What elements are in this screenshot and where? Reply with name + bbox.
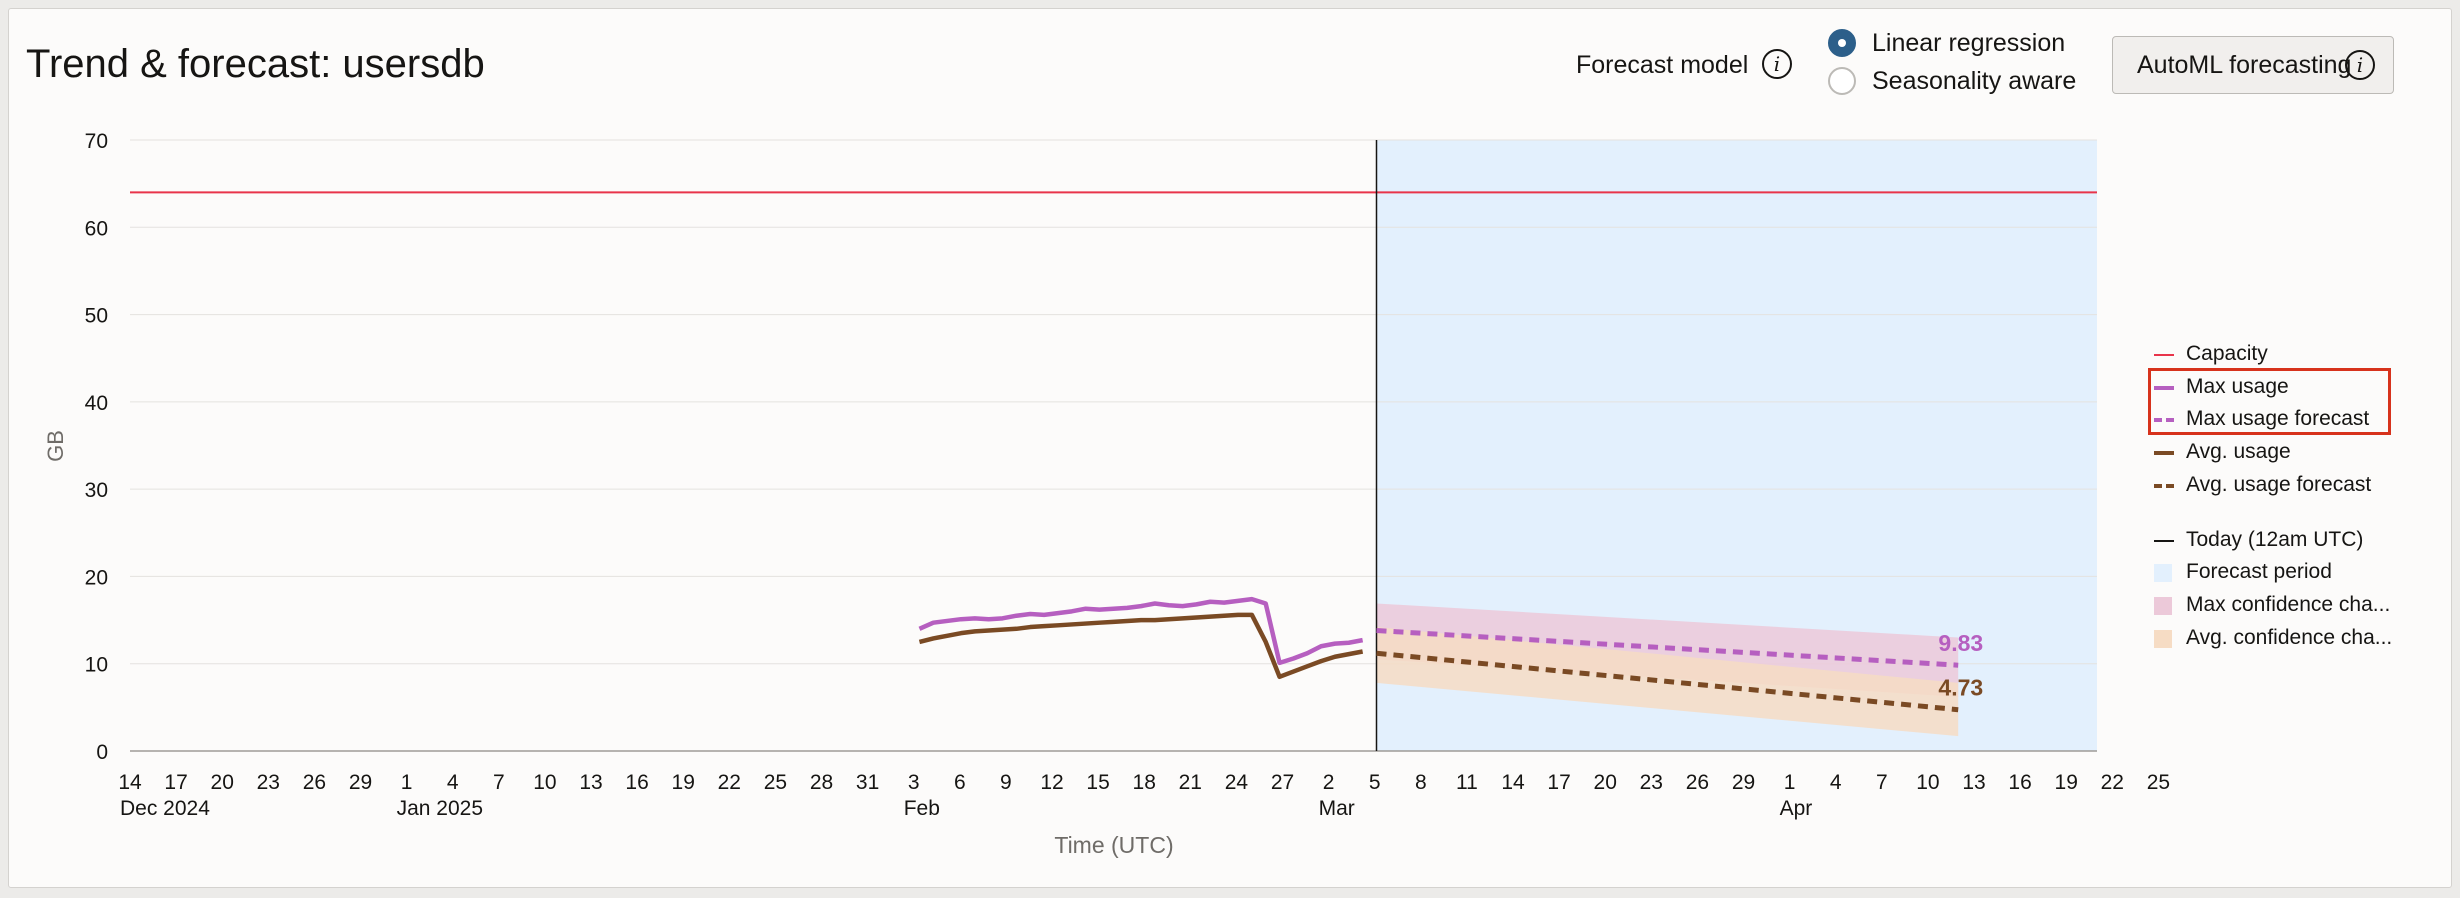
legend-label: Max usage — [2186, 374, 2289, 398]
legend-swatch — [2154, 539, 2174, 542]
y-tick-label: 40 — [85, 392, 108, 415]
x-tick-label: 25 — [764, 771, 787, 794]
x-tick-label: 1 — [1784, 771, 1796, 794]
x-tick-label: 14 — [118, 771, 142, 794]
radio-linear-regression-label: Linear regression — [1872, 29, 2066, 57]
x-tick-label: 26 — [1686, 771, 1709, 794]
automl-forecasting-label: AutoML forecasting — [2137, 50, 2352, 79]
legend-highlight-box — [2148, 368, 2391, 435]
x-tick-label: 19 — [672, 771, 695, 794]
radio-seasonality-aware[interactable]: Seasonality aware — [1828, 66, 2076, 96]
radio-seasonality-aware-label: Seasonality aware — [1872, 67, 2077, 95]
x-group-label: Dec 2024 — [120, 797, 210, 820]
radio-selected-icon[interactable] — [1828, 29, 1856, 57]
x-tick-label: 20 — [1594, 771, 1617, 794]
legend-swatch — [2154, 385, 2174, 390]
y-tick-label: 20 — [85, 566, 108, 589]
forecast-model-label: Forecast model — [1576, 51, 1749, 79]
y-tick-label: 50 — [85, 305, 108, 328]
x-tick-label: 18 — [1133, 771, 1156, 794]
legend-label: Avg. usage — [2186, 440, 2291, 464]
legend-swatch — [2154, 418, 2174, 423]
x-tick-label: 16 — [2008, 771, 2031, 794]
x-axis-title: Time (UTC) — [1054, 832, 1173, 858]
x-tick-label: 19 — [2055, 771, 2078, 794]
x-tick-label: 23 — [257, 771, 280, 794]
legend-label: Max usage forecast — [2186, 407, 2370, 431]
x-group-label: Jan 2025 — [397, 797, 483, 820]
legend-swatch — [2154, 354, 2174, 356]
y-tick-label: 10 — [85, 654, 108, 677]
max-usage-forecast-line — [1376, 628, 1959, 668]
x-tick-label: 16 — [625, 771, 648, 794]
legend-label: Forecast period — [2186, 560, 2332, 584]
legend-label: Today (12am UTC) — [2186, 527, 2364, 551]
page-title: Trend & forecast: usersdb — [26, 42, 485, 86]
legend-swatch — [2154, 483, 2174, 488]
x-tick-label: 17 — [164, 771, 187, 794]
x-tick-label: 23 — [1640, 771, 1663, 794]
radio-linear-regression[interactable]: Linear regression — [1828, 28, 2065, 58]
y-axis-title: GB — [43, 430, 68, 462]
x-tick-label: 22 — [718, 771, 741, 794]
x-tick-label: 14 — [1501, 771, 1525, 794]
x-tick-label: 29 — [1732, 771, 1755, 794]
x-tick-label: 9 — [1000, 771, 1012, 794]
max-usage-line — [918, 596, 1364, 666]
x-tick-label: 7 — [493, 771, 505, 794]
legend-label: Max confidence cha... — [2186, 592, 2391, 616]
x-tick-label: 13 — [1962, 771, 1985, 794]
avg-usage-forecast-line — [1376, 650, 1959, 713]
x-tick-label: 20 — [211, 771, 234, 794]
x-tick-label: 13 — [579, 771, 602, 794]
x-group-label: Mar — [1319, 797, 1355, 820]
x-tick-label: 25 — [2147, 771, 2170, 794]
x-tick-label: 29 — [349, 771, 372, 794]
x-group-label: Apr — [1780, 797, 1813, 820]
legend-swatch — [2154, 564, 2172, 583]
x-tick-label: 2 — [1323, 771, 1335, 794]
x-tick-label: 12 — [1040, 771, 1063, 794]
legend-label: Avg. usage forecast — [2186, 472, 2372, 496]
x-tick-label: 22 — [2101, 771, 2124, 794]
forecast-end-label: 4.73 — [1938, 675, 1983, 701]
y-tick-label: 0 — [96, 741, 108, 764]
x-tick-label: 27 — [1271, 771, 1294, 794]
x-tick-label: 17 — [1547, 771, 1570, 794]
avg-usage-line — [918, 612, 1364, 680]
radio-unselected-icon[interactable] — [1828, 67, 1856, 95]
y-tick-label: 30 — [85, 479, 108, 502]
y-tick-label: 60 — [85, 217, 108, 240]
automl-info-icon[interactable]: i — [2345, 50, 2375, 80]
x-tick-label: 1 — [401, 771, 413, 794]
x-tick-label: 4 — [1830, 771, 1842, 794]
x-tick-label: 31 — [856, 771, 879, 794]
legend-swatch — [2154, 596, 2172, 615]
legend-swatch — [2154, 629, 2172, 648]
x-tick-label: 28 — [810, 771, 833, 794]
x-tick-label: 24 — [1225, 771, 1249, 794]
x-tick-label: 3 — [908, 771, 920, 794]
legend-swatch — [2154, 451, 2174, 456]
automl-forecasting-button[interactable]: AutoML forecasting i — [2112, 36, 2394, 94]
x-group-label: Feb — [904, 797, 940, 820]
x-tick-label: 6 — [954, 771, 966, 794]
x-tick-label: 11 — [1456, 771, 1478, 794]
x-tick-label: 15 — [1086, 771, 1109, 794]
x-tick-label: 10 — [533, 771, 556, 794]
x-tick-label: 10 — [1916, 771, 1939, 794]
legend-label: Capacity — [2186, 342, 2268, 365]
x-tick-label: 7 — [1876, 771, 1888, 794]
legend-label: Avg. confidence cha... — [2186, 625, 2393, 649]
y-tick-label: 70 — [85, 130, 108, 153]
x-tick-label: 21 — [1179, 771, 1202, 794]
x-tick-label: 5 — [1369, 771, 1381, 794]
x-tick-label: 4 — [447, 771, 459, 794]
x-tick-label: 8 — [1415, 771, 1427, 794]
forecast-end-label: 9.83 — [1938, 630, 1983, 656]
forecast-model-info-icon[interactable]: i — [1762, 49, 1792, 79]
x-tick-label: 26 — [303, 771, 326, 794]
